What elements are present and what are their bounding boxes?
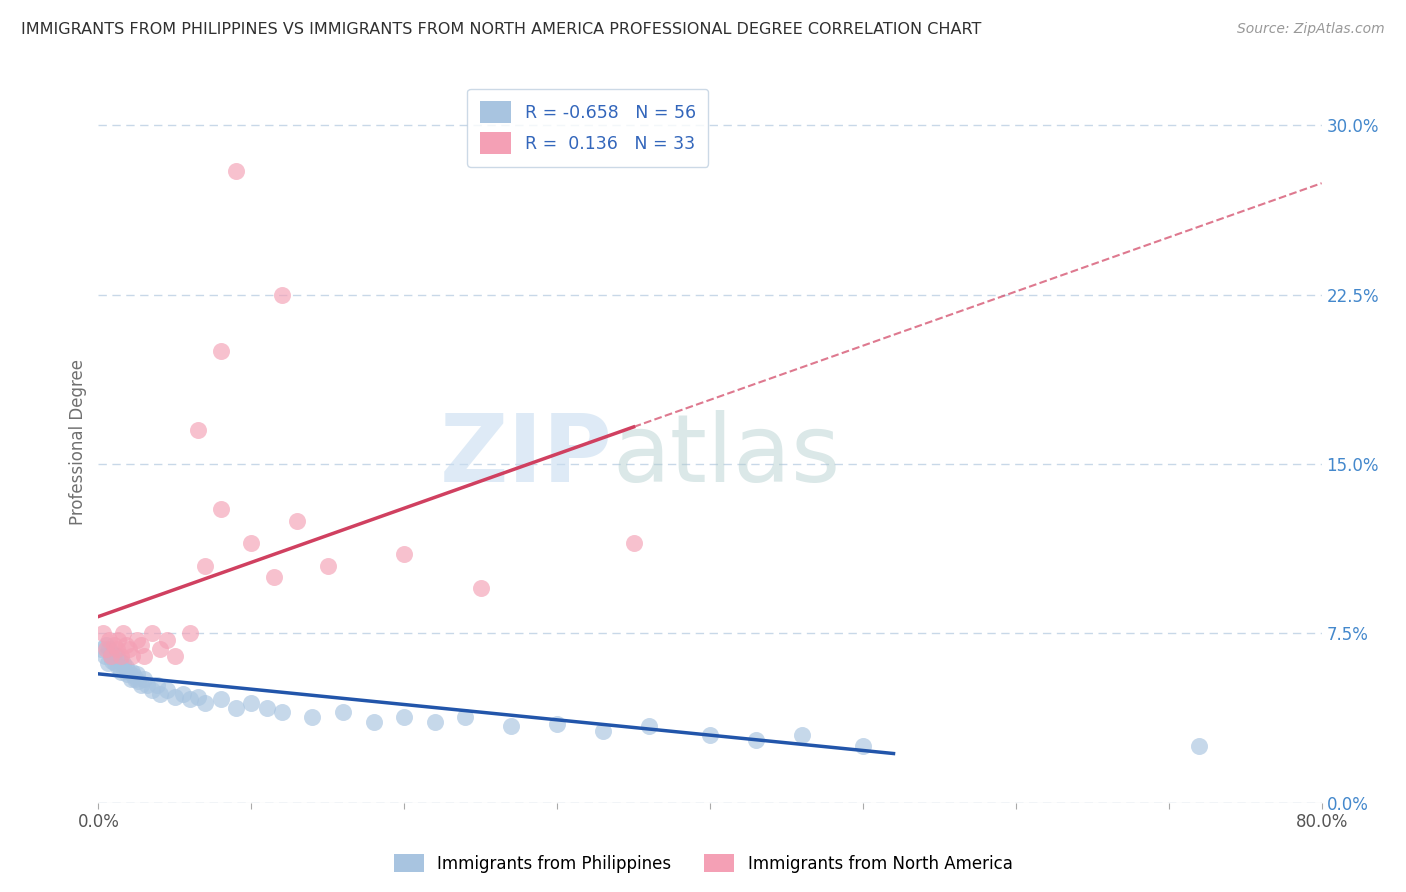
Point xyxy=(225,163,247,178)
Point xyxy=(141,682,163,697)
Point xyxy=(699,728,721,742)
Point xyxy=(125,667,148,681)
Legend: R = -0.658   N = 56, R =  0.136   N = 33: R = -0.658 N = 56, R = 0.136 N = 33 xyxy=(467,89,709,167)
Point xyxy=(1188,739,1211,754)
Point xyxy=(112,663,135,677)
Point xyxy=(187,423,209,437)
Point xyxy=(745,732,768,747)
Point xyxy=(90,642,112,657)
Point xyxy=(100,648,122,663)
Point xyxy=(363,714,385,729)
Point xyxy=(156,682,179,697)
Point xyxy=(179,626,201,640)
Point xyxy=(240,697,263,711)
Point xyxy=(637,719,661,733)
Point xyxy=(110,648,132,663)
Point xyxy=(117,667,139,681)
Point xyxy=(209,692,232,706)
Point xyxy=(129,678,152,692)
Point xyxy=(392,710,416,724)
Point xyxy=(316,558,339,573)
Point xyxy=(163,648,186,663)
Point xyxy=(240,536,263,550)
Point xyxy=(163,690,186,704)
Point xyxy=(121,648,143,663)
Point xyxy=(470,582,492,596)
Point xyxy=(103,638,125,652)
Point xyxy=(623,536,645,550)
Point xyxy=(129,638,152,652)
Point xyxy=(111,656,134,670)
Point xyxy=(156,633,179,648)
Point xyxy=(97,656,120,670)
Point xyxy=(134,672,156,686)
Point xyxy=(145,678,167,692)
Point xyxy=(127,673,149,688)
Point xyxy=(98,642,121,657)
Point xyxy=(118,642,141,657)
Point xyxy=(93,648,115,663)
Point xyxy=(122,669,145,683)
Point xyxy=(392,548,416,562)
Point xyxy=(118,665,141,679)
Point xyxy=(104,656,127,670)
Point xyxy=(454,710,477,724)
Point xyxy=(121,665,143,679)
Point xyxy=(110,665,132,679)
Point xyxy=(546,716,568,731)
Point xyxy=(285,514,308,528)
Point xyxy=(301,710,323,724)
Point xyxy=(187,690,209,704)
Point xyxy=(108,654,131,668)
Point xyxy=(94,638,117,652)
Point xyxy=(194,697,217,711)
Point xyxy=(100,648,122,663)
Point xyxy=(501,719,523,733)
Point xyxy=(94,642,117,657)
Point xyxy=(91,626,114,640)
Point xyxy=(149,687,172,701)
Point xyxy=(101,654,124,668)
Point xyxy=(270,287,292,301)
Point xyxy=(136,678,159,692)
Text: ZIP: ZIP xyxy=(439,410,612,502)
Point xyxy=(107,633,129,648)
Point xyxy=(105,642,128,657)
Point xyxy=(98,633,121,648)
Text: Source: ZipAtlas.com: Source: ZipAtlas.com xyxy=(1237,22,1385,37)
Point xyxy=(256,701,278,715)
Text: atlas: atlas xyxy=(612,410,841,502)
Point xyxy=(194,558,217,573)
Point xyxy=(111,626,134,640)
Point xyxy=(141,626,163,640)
Point xyxy=(179,692,201,706)
Point xyxy=(225,701,247,715)
Point xyxy=(103,647,125,661)
Point xyxy=(270,706,292,720)
Point xyxy=(120,672,142,686)
Point xyxy=(149,642,172,657)
Point xyxy=(115,660,138,674)
Text: IMMIGRANTS FROM PHILIPPINES VS IMMIGRANTS FROM NORTH AMERICA PROFESSIONAL DEGREE: IMMIGRANTS FROM PHILIPPINES VS IMMIGRANT… xyxy=(21,22,981,37)
Point xyxy=(852,739,875,754)
Point xyxy=(332,706,354,720)
Point xyxy=(124,672,146,686)
Point xyxy=(423,714,446,729)
Point xyxy=(115,638,138,652)
Point xyxy=(134,648,156,663)
Point xyxy=(209,502,232,516)
Point xyxy=(105,648,128,663)
Legend: Immigrants from Philippines, Immigrants from North America: Immigrants from Philippines, Immigrants … xyxy=(387,847,1019,880)
Point xyxy=(592,723,614,738)
Point xyxy=(209,344,232,359)
Point xyxy=(125,633,148,648)
Point xyxy=(263,570,285,584)
Point xyxy=(172,687,194,701)
Y-axis label: Professional Degree: Professional Degree xyxy=(69,359,87,524)
Point xyxy=(107,660,129,674)
Point xyxy=(790,728,813,742)
